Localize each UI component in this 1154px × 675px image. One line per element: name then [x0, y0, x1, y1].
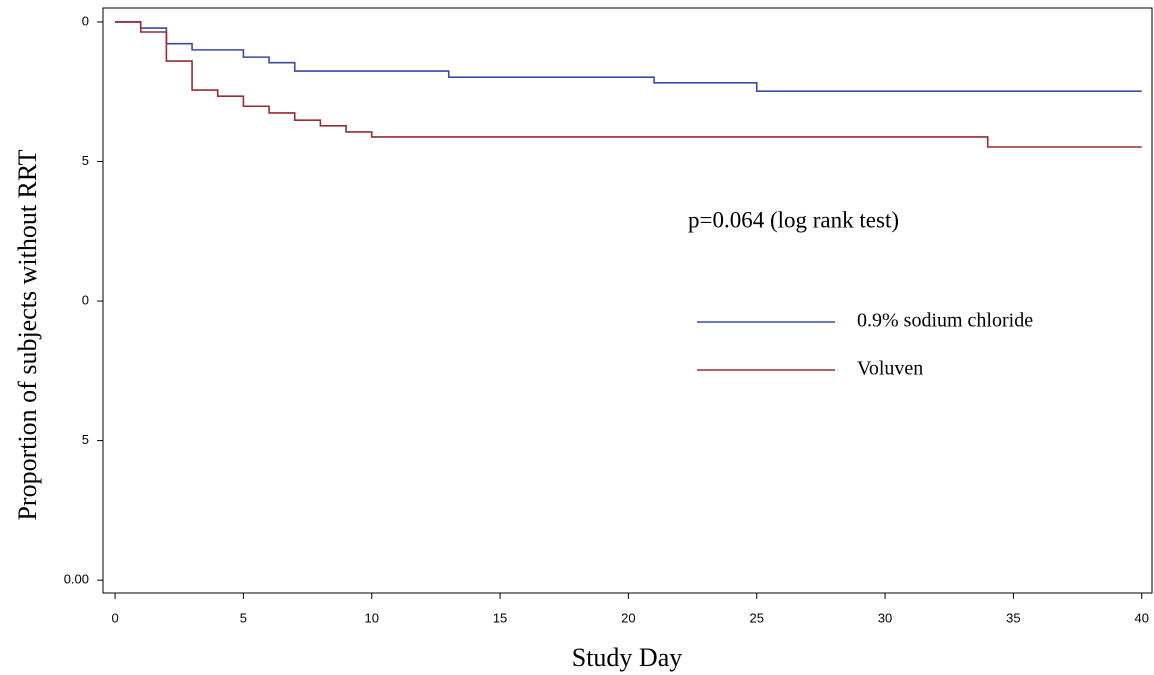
survival-curve [115, 21, 1142, 148]
plot-frame [102, 7, 1153, 594]
x-tick-label: 35 [1006, 610, 1020, 625]
y-tick-label: 5 [82, 432, 89, 447]
annotation: p=0.064 (log rank test) [688, 207, 899, 232]
x-tick-label: 15 [493, 610, 507, 625]
x-tick-label: 5 [240, 610, 247, 625]
y-tick-label: 0.00 [64, 572, 89, 587]
survival-curve [115, 21, 1142, 92]
y-tick-label: 0 [82, 13, 89, 28]
x-tick-label: 25 [749, 610, 763, 625]
legend-label: 0.9% sodium chloride [857, 310, 1033, 332]
x-tick-label: 30 [878, 610, 892, 625]
x-tick-label: 10 [364, 610, 378, 625]
x-axis-label: Study Day [572, 643, 683, 672]
x-tick-label: 40 [1134, 610, 1148, 625]
legend-label: Voluven [857, 358, 923, 380]
y-tick-label: 0 [82, 292, 89, 307]
x-tick-label: 20 [621, 610, 635, 625]
y-axis-label: Proportion of subjects without RRT [13, 149, 42, 520]
y-tick-label: 5 [82, 153, 89, 168]
x-tick-label: 0 [111, 610, 118, 625]
